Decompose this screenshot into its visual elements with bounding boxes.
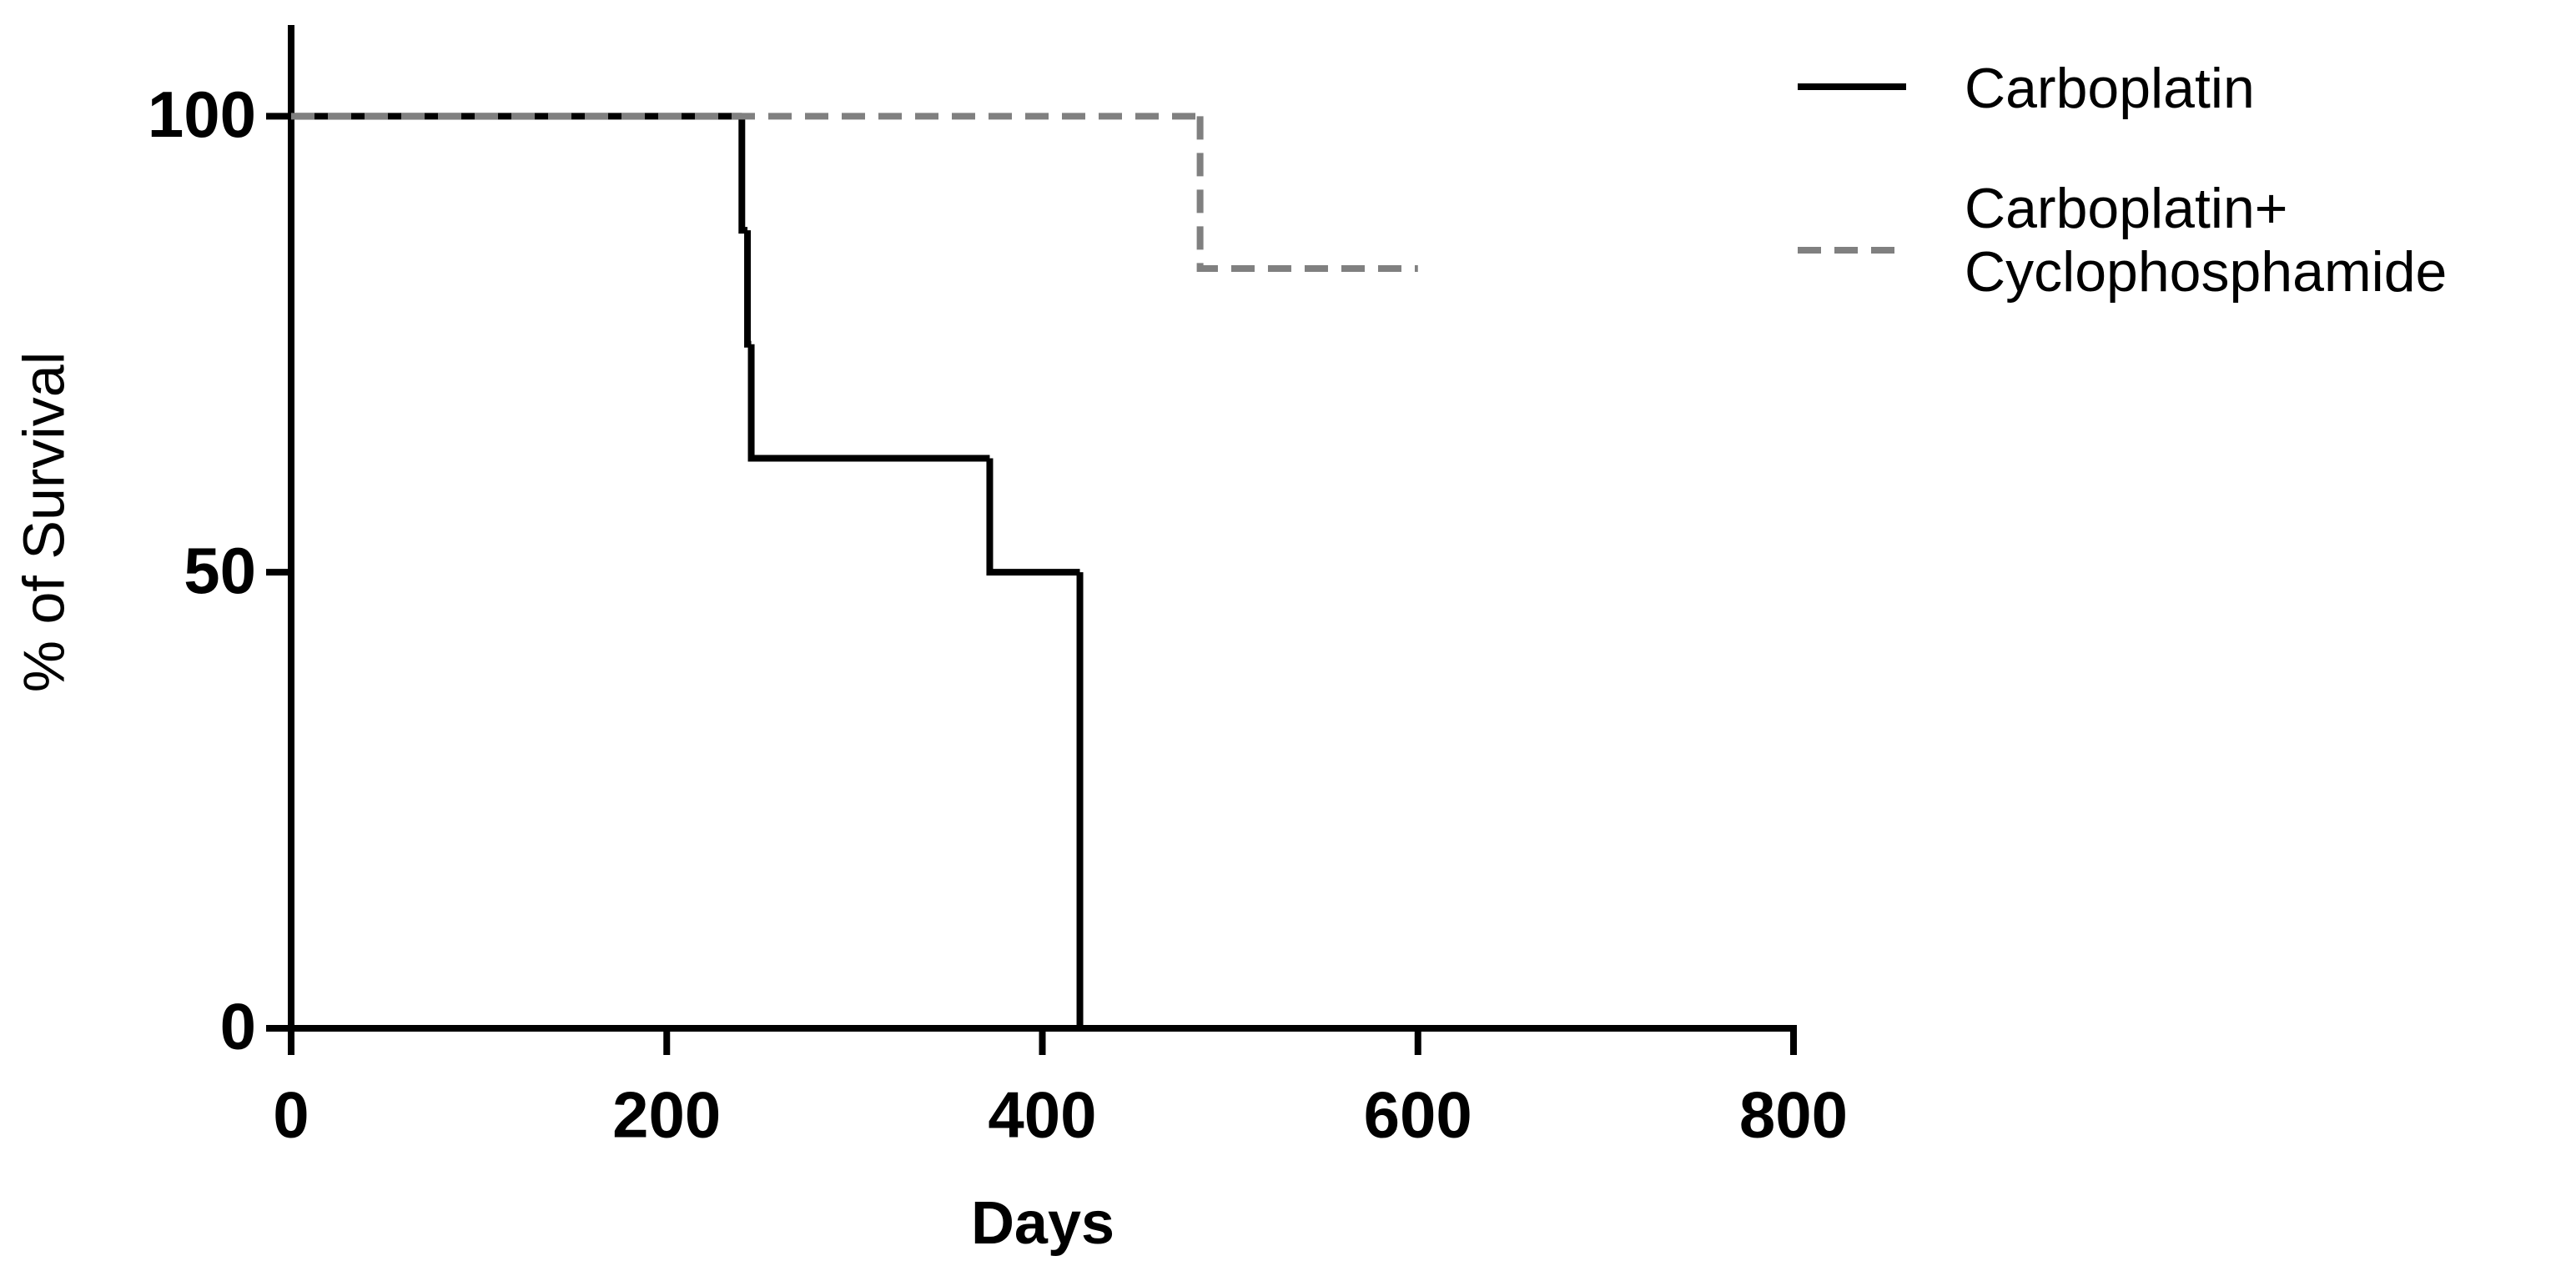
y-tick-label: 50 — [184, 534, 256, 607]
survival-step — [738, 116, 748, 234]
survival-step — [1196, 116, 1418, 273]
x-tick-label: 800 — [1739, 1078, 1848, 1152]
x-tick-label: 400 — [988, 1078, 1096, 1152]
survival-step — [747, 344, 990, 462]
x-tick-label: 600 — [1364, 1078, 1472, 1152]
y-tick-label: 100 — [148, 78, 256, 151]
x-tick-label: 200 — [612, 1078, 721, 1152]
y-tick-label: 0 — [220, 990, 256, 1063]
x-axis-title: Days — [971, 1190, 1114, 1257]
legend-label: Carboplatin+ Cyclophosphamide — [1965, 177, 2448, 304]
legend-label: Carboplatin — [1965, 57, 2255, 120]
survival-step — [744, 230, 752, 348]
survival-step — [986, 458, 1080, 576]
x-tick-label: 0 — [273, 1078, 309, 1152]
y-axis-title: % of Survival — [11, 352, 76, 692]
